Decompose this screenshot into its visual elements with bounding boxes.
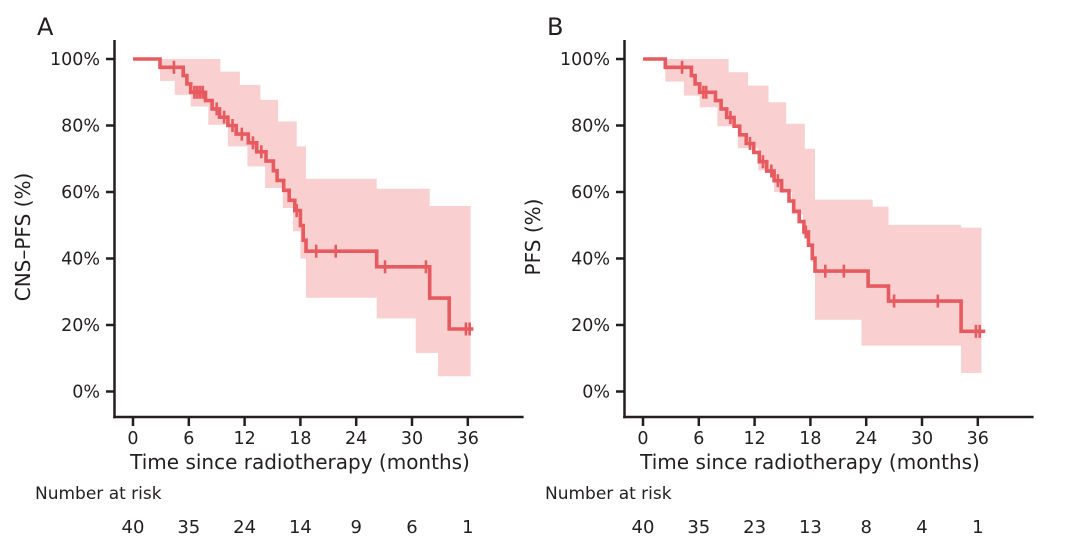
number-at-risk-value: 23 [743,517,766,538]
number-at-risk-value: 14 [289,517,312,538]
number-at-risk-label: Number at risk [35,484,162,504]
panel-label: B [547,13,563,41]
x-tick-label: 18 [289,429,311,449]
survival-curve [643,57,986,334]
y-tick-label: 0% [582,383,610,403]
y-tick-label: 100% [50,50,100,70]
number-at-risk-label: Number at risk [545,484,672,504]
x-tick-label: 30 [401,429,423,449]
x-tick-label: 36 [457,429,479,449]
number-at-risk-value: 35 [177,517,200,538]
x-tick-label: 18 [799,429,821,449]
x-tick-label: 0 [127,429,138,449]
y-tick-label: 60% [571,183,610,203]
censor-marks [172,60,471,336]
number-at-risk-value: 6 [406,517,417,538]
x-tick-label: 24 [345,429,367,449]
x-axis-label: Time since radiotherapy (months) [129,450,470,474]
number-at-risk-value: 8 [860,517,871,538]
x-tick-label: 6 [693,429,704,449]
x-tick-label: 24 [855,429,877,449]
y-tick-label: 100% [560,50,610,70]
confidence-band [665,59,982,373]
number-at-risk-value: 1 [462,517,473,538]
y-tick-label: 60% [61,183,100,203]
x-tick-label: 30 [911,429,933,449]
y-tick-label: 80% [61,117,100,137]
x-tick-label: 6 [183,429,194,449]
number-at-risk-value: 24 [233,517,256,538]
y-tick-label: 40% [571,250,610,270]
y-tick-label: 80% [571,117,610,137]
y-tick-label: 20% [571,316,610,336]
x-tick-label: 12 [233,429,255,449]
y-axis-label: PFS (%) [521,199,545,276]
y-tick-label: 0% [72,383,100,403]
y-axis-label: CNS–PFS (%) [11,173,35,302]
number-at-risk-value: 1 [972,517,983,538]
number-at-risk-value: 40 [122,517,145,538]
x-tick-label: 36 [967,429,989,449]
panel-label: A [37,13,54,41]
confidence-band [160,59,471,377]
panel-a: 0 6 12 18 24 30 36 100% 80% 60% 40% 20% 0% Time since… [11,13,524,538]
number-at-risk-value: 13 [799,517,822,538]
censor-marks [680,60,981,338]
number-at-risk-value: 9 [350,517,361,538]
x-tick-label: 0 [637,429,648,449]
number-at-risk-value: 40 [632,517,655,538]
x-tick-label: 12 [743,429,765,449]
number-at-risk-value: 4 [916,517,927,538]
x-axis-label: Time since radiotherapy (months) [639,450,980,474]
y-tick-label: 20% [61,316,100,336]
y-tick-label: 40% [61,250,100,270]
number-at-risk-value: 35 [687,517,710,538]
survival-curve [133,57,474,331]
